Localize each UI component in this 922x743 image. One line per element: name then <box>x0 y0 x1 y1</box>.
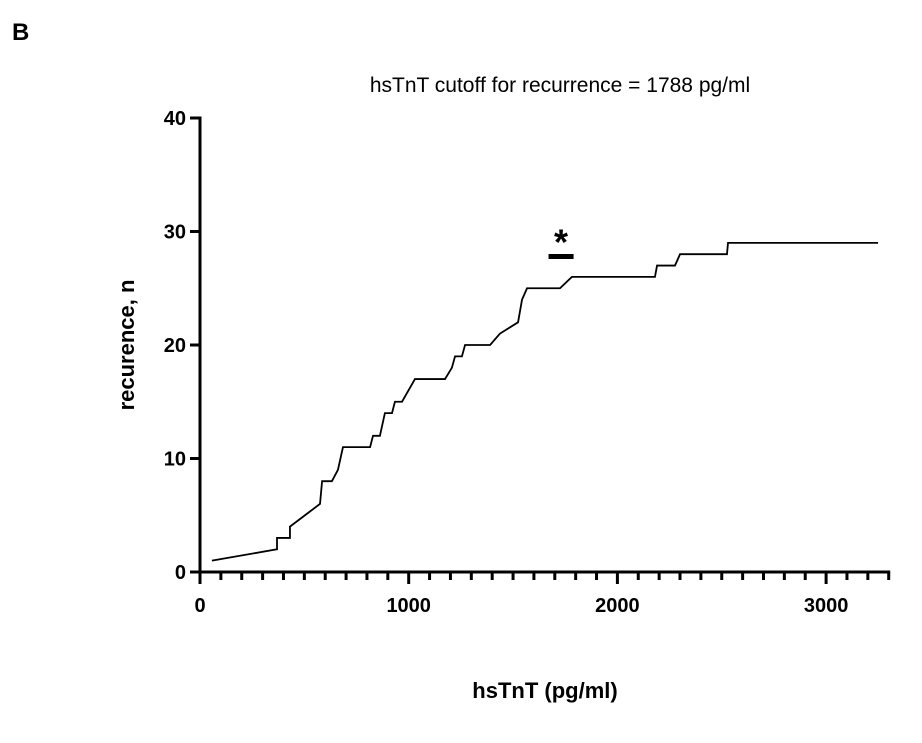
x-axis-label: hsTnT (pg/ml) <box>472 678 617 703</box>
y-tick-label: 10 <box>164 449 186 471</box>
y-tick-label: 0 <box>175 562 186 584</box>
y-tick-label: 30 <box>164 222 186 244</box>
x-tick-label: 0 <box>194 595 205 617</box>
y-tick-label: 40 <box>164 108 186 130</box>
data-line <box>211 241 879 562</box>
chart-title: hsTnT cutoff for recurrence = 1788 pg/ml <box>370 74 750 97</box>
x-tick-label: 2000 <box>595 595 640 617</box>
y-axis-label: recurence, n <box>114 280 139 411</box>
y-tick-label: 20 <box>164 335 186 357</box>
annotation-text: * <box>554 221 568 262</box>
panel-label: B <box>12 19 29 46</box>
x-tick-label: 1000 <box>386 595 431 617</box>
x-tick-label: 3000 <box>804 595 849 617</box>
